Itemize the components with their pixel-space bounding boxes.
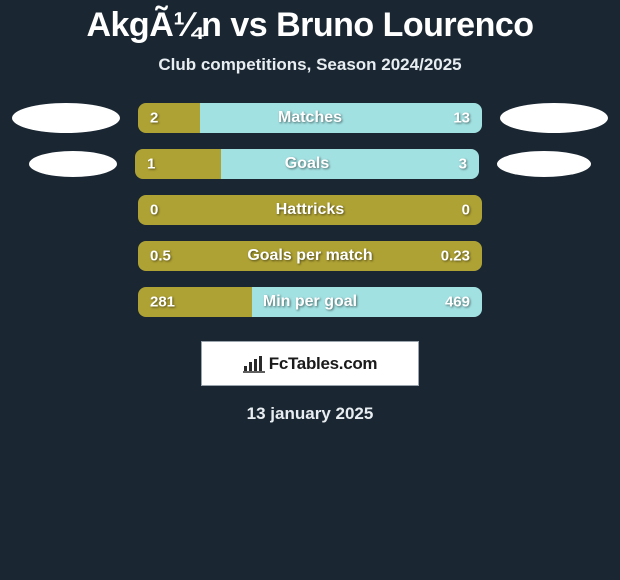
player-left-marker (29, 151, 117, 177)
bar-value-right: 0 (462, 202, 470, 219)
bar-value-left: 1 (147, 156, 155, 173)
bar-value-left: 2 (150, 110, 158, 127)
bar-value-left: 0.5 (150, 248, 171, 265)
fctables-logo: FcTables.com (201, 341, 419, 386)
stat-bar: 13Goals (135, 149, 479, 179)
bar-chart-icon (243, 355, 265, 373)
bar-value-right: 469 (445, 294, 470, 311)
stat-bar: 0.50.23Goals per match (138, 241, 482, 271)
bar-value-right: 3 (459, 156, 467, 173)
player-right-marker (497, 151, 591, 177)
bar-value-right: 13 (453, 110, 470, 127)
stat-row: 281469Min per goal (0, 287, 620, 317)
bar-value-left: 0 (150, 202, 158, 219)
logo-text: FcTables.com (269, 354, 378, 374)
player-left-marker (12, 103, 120, 133)
bar-value-left: 281 (150, 294, 175, 311)
bar-value-right: 0.23 (441, 248, 470, 265)
date-text: 13 january 2025 (0, 404, 620, 424)
bar-segment-right (200, 103, 482, 133)
bar-segment-left (138, 241, 482, 271)
subtitle: Club competitions, Season 2024/2025 (0, 55, 620, 75)
stat-bar: 00Hattricks (138, 195, 482, 225)
bar-segment-left (138, 195, 482, 225)
stat-row: 13Goals (0, 149, 620, 179)
bar-segment-left (138, 103, 200, 133)
stat-row: 00Hattricks (0, 195, 620, 225)
comparison-infographic: AkgÃ¼n vs Bruno Lourenco Club competitio… (0, 0, 620, 580)
stat-row: 213Matches (0, 103, 620, 133)
stat-rows-container: 213Matches13Goals00Hattricks0.50.23Goals… (0, 103, 620, 317)
bar-segment-right (221, 149, 479, 179)
page-title: AkgÃ¼n vs Bruno Lourenco (0, 6, 620, 45)
stat-bar: 213Matches (138, 103, 482, 133)
stat-bar: 281469Min per goal (138, 287, 482, 317)
stat-row: 0.50.23Goals per match (0, 241, 620, 271)
player-right-marker (500, 103, 608, 133)
